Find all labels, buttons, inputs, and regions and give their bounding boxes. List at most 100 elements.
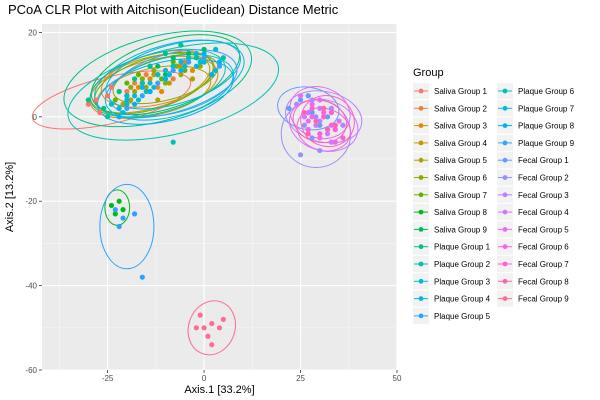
data-point <box>139 84 145 90</box>
data-point <box>162 76 169 82</box>
legend-label: Saliva Group 6 <box>434 174 487 183</box>
y-tick-label: -60 <box>25 366 37 375</box>
data-point <box>336 118 342 124</box>
legend-label: Fecal Group 3 <box>518 191 569 200</box>
data-point <box>321 110 327 116</box>
data-point <box>116 198 122 204</box>
data-point <box>120 110 126 116</box>
legend-item: Plaque Group 3 <box>413 273 491 290</box>
data-point <box>116 223 122 230</box>
data-point <box>216 59 223 65</box>
data-point <box>159 76 165 82</box>
group-ellipse <box>187 300 236 356</box>
legend-label: Plaque Group 2 <box>434 260 491 269</box>
legend-key-point <box>502 227 508 232</box>
legend-label: Plaque Group 8 <box>518 122 575 131</box>
legend-item: Saliva Group 5 <box>413 152 487 169</box>
data-point <box>128 97 134 103</box>
chart-title: PCoA CLR Plot with Aitchison(Euclidean) … <box>8 2 339 17</box>
data-point <box>124 80 130 86</box>
group-ellipse <box>104 54 234 121</box>
group-ellipses <box>31 30 363 356</box>
legend-key-point <box>502 296 508 301</box>
legend-item: Plaque Group 7 <box>497 100 575 117</box>
legend-item: Plaque Group 4 <box>413 290 491 307</box>
legend-label: Saliva Group 7 <box>434 191 487 200</box>
legend-item: Saliva Group 3 <box>413 117 487 134</box>
data-point <box>201 325 207 331</box>
data-point <box>332 122 338 128</box>
data-point <box>178 72 184 78</box>
data-point <box>305 118 311 124</box>
data-point <box>104 114 111 120</box>
data-point <box>112 207 118 213</box>
data-point <box>324 131 331 137</box>
group-ellipse <box>96 58 234 125</box>
data-point <box>143 72 149 78</box>
data-point <box>155 80 161 86</box>
legend-key-point <box>502 157 508 163</box>
data-point <box>186 59 192 65</box>
data-point <box>213 46 219 52</box>
legend-item: Plaque Group 6 <box>497 83 575 99</box>
x-tick-label: -25 <box>102 374 114 383</box>
data-point <box>124 105 130 111</box>
data-point <box>220 316 226 322</box>
legend-key-point <box>502 209 508 215</box>
legend-label: Plaque Group 7 <box>518 104 575 113</box>
data-point <box>209 320 215 327</box>
data-point <box>166 80 172 86</box>
legend-key-point <box>502 278 508 284</box>
legend-key-point <box>502 140 508 146</box>
legend-item: Fecal Group 2 <box>497 169 569 186</box>
data-point <box>132 93 138 99</box>
data-point <box>170 67 176 74</box>
data-point <box>317 105 323 111</box>
data-point <box>189 76 196 82</box>
x-tick-label: 50 <box>393 374 402 383</box>
data-point <box>139 76 145 82</box>
data-point <box>328 139 335 145</box>
legend-keys: Saliva Group 1 Saliva Group 2 Saliva Group… <box>413 83 575 324</box>
data-point <box>201 59 207 65</box>
legend-key-point <box>418 192 424 198</box>
data-point <box>317 97 323 103</box>
legend-label: Saliva Group 8 <box>434 208 487 217</box>
x-tick-label: 0 <box>202 374 207 383</box>
legend-item: Plaque Group 1 <box>413 238 491 255</box>
data-point <box>317 122 323 128</box>
data-point <box>162 72 169 78</box>
legend-label: Fecal Group 8 <box>518 277 569 286</box>
data-point <box>317 118 323 124</box>
data-point <box>193 55 199 61</box>
group-ellipse <box>285 90 363 144</box>
data-point <box>182 63 188 69</box>
data-point <box>182 59 188 65</box>
legend-item: Saliva Group 2 <box>413 100 487 117</box>
legend-item: Fecal Group 8 <box>497 273 569 290</box>
data-point <box>178 59 184 65</box>
data-point <box>124 88 130 95</box>
data-point <box>143 88 149 95</box>
legend-label: Saliva Group 4 <box>434 139 487 148</box>
data-point <box>328 122 335 128</box>
data-point <box>155 97 161 103</box>
data-point <box>155 72 161 78</box>
data-point <box>120 215 126 221</box>
data-point <box>321 114 327 120</box>
data-point <box>143 84 149 90</box>
legend-label: Plaque Group 1 <box>434 243 491 252</box>
data-point <box>186 50 192 57</box>
data-point <box>170 55 176 61</box>
data-point <box>309 114 315 120</box>
legend-label: Saliva Group 5 <box>434 156 487 165</box>
data-point <box>162 80 169 86</box>
legend-label: Plaque Group 4 <box>434 295 491 304</box>
legend-item: Fecal Group 3 <box>497 186 569 203</box>
group-ellipse <box>63 30 253 128</box>
y-tick-label: 0 <box>33 113 38 122</box>
data-point <box>112 97 118 103</box>
legend-key-point <box>418 296 424 301</box>
